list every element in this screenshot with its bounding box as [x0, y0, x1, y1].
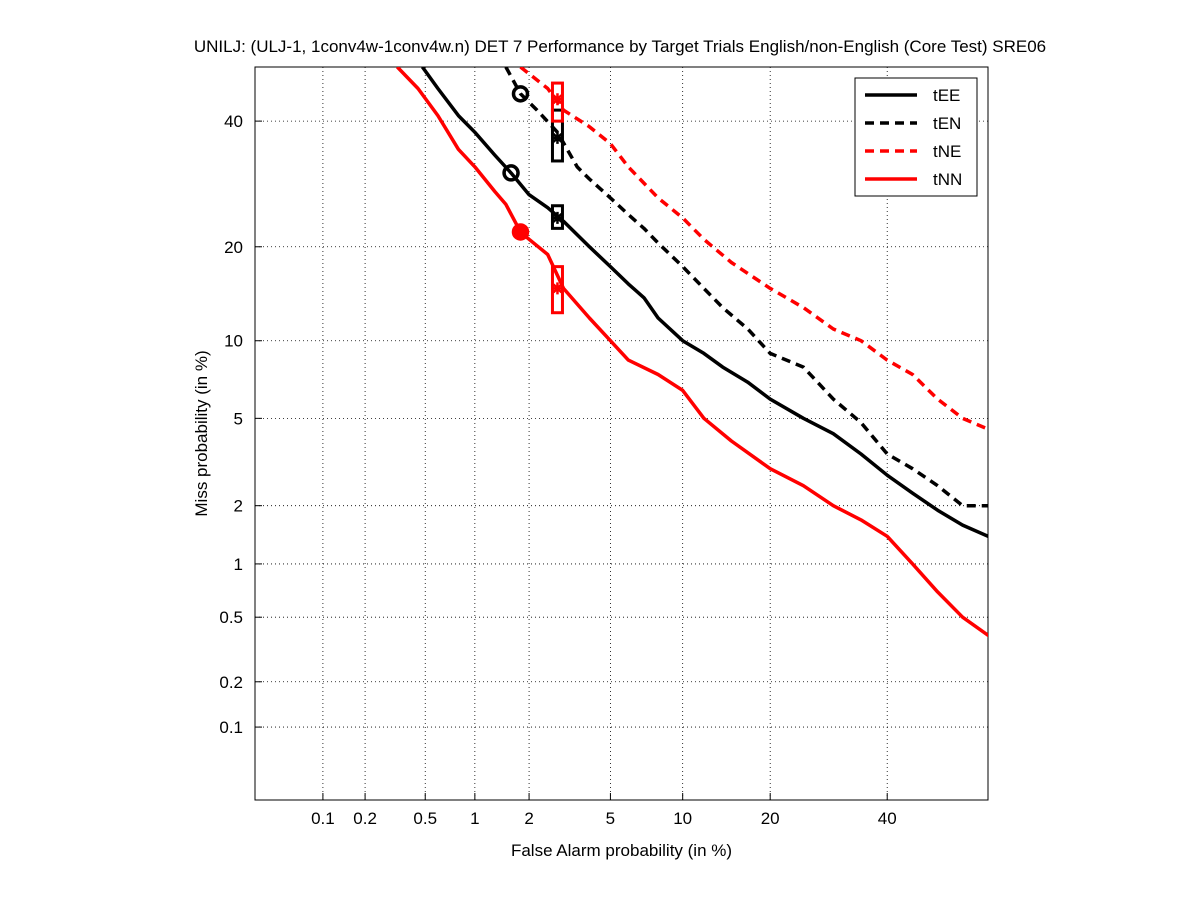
y-axis-label: Miss probability (in %) [192, 350, 211, 516]
series-line-tEN [504, 67, 988, 508]
legend-label-tNE: tNE [933, 142, 961, 161]
act-dcf-box-tNE [550, 81, 564, 123]
legend: tEE tEN tNE tNN [854, 77, 978, 197]
act-dcf-box-tNN [550, 265, 564, 315]
act-dcf-marker-tNN [551, 282, 564, 295]
act-dcf-box-tEN [550, 108, 564, 163]
y-tick-label: 0.5 [219, 608, 243, 627]
x-tick-label: 2 [524, 809, 533, 828]
min-dcf-marker-tEE [502, 164, 520, 182]
x-tick-label: 1 [470, 809, 479, 828]
min-dcf-marker-tNN [511, 223, 530, 241]
y-tick-label: 2 [234, 497, 243, 516]
x-axis-label: False Alarm probability (in %) [511, 841, 732, 860]
series-line-tNN [396, 67, 988, 638]
y-tick-label: 0.1 [219, 718, 243, 737]
act-dcf-marker-tEE [551, 211, 564, 224]
min-dcf-marker-tEN [511, 85, 530, 103]
legend-box [854, 77, 978, 197]
x-tick-label: 0.5 [413, 809, 437, 828]
act-dcf-marker-tNE [551, 93, 564, 106]
x-tick-label: 20 [761, 809, 780, 828]
plot-area [254, 66, 989, 801]
x-tick-label: 40 [878, 809, 897, 828]
act-dcf-marker-tEN [551, 131, 564, 144]
y-tick-label: 5 [234, 409, 243, 428]
y-tick-label: 1 [234, 555, 243, 574]
y-tick-label: 0.2 [219, 673, 243, 692]
series-line-tNE [519, 67, 988, 432]
y-tick-label: 40 [224, 112, 243, 131]
y-axis-ticks: 0.1 0.2 0.5 1 2 5 10 20 40 [219, 112, 262, 737]
y-tick-label: 10 [224, 332, 243, 351]
legend-label-tNN: tNN [933, 170, 962, 189]
chart-title: UNILJ: (ULJ-1, 1conv4w-1conv4w.n) DET 7 … [194, 37, 1046, 56]
series-layer [396, 67, 988, 638]
x-axis-ticks: 0.1 0.2 0.5 1 2 5 10 20 40 [311, 793, 897, 828]
series-line-tEE [420, 67, 988, 539]
dcf-markers [502, 81, 564, 315]
x-tick-label: 10 [673, 809, 692, 828]
y-tick-label: 20 [224, 238, 243, 257]
legend-label-tEN: tEN [933, 114, 961, 133]
x-tick-label: 5 [606, 809, 615, 828]
legend-label-tEE: tEE [933, 86, 960, 105]
x-tick-label: 0.2 [353, 809, 377, 828]
x-tick-label: 0.1 [311, 809, 335, 828]
